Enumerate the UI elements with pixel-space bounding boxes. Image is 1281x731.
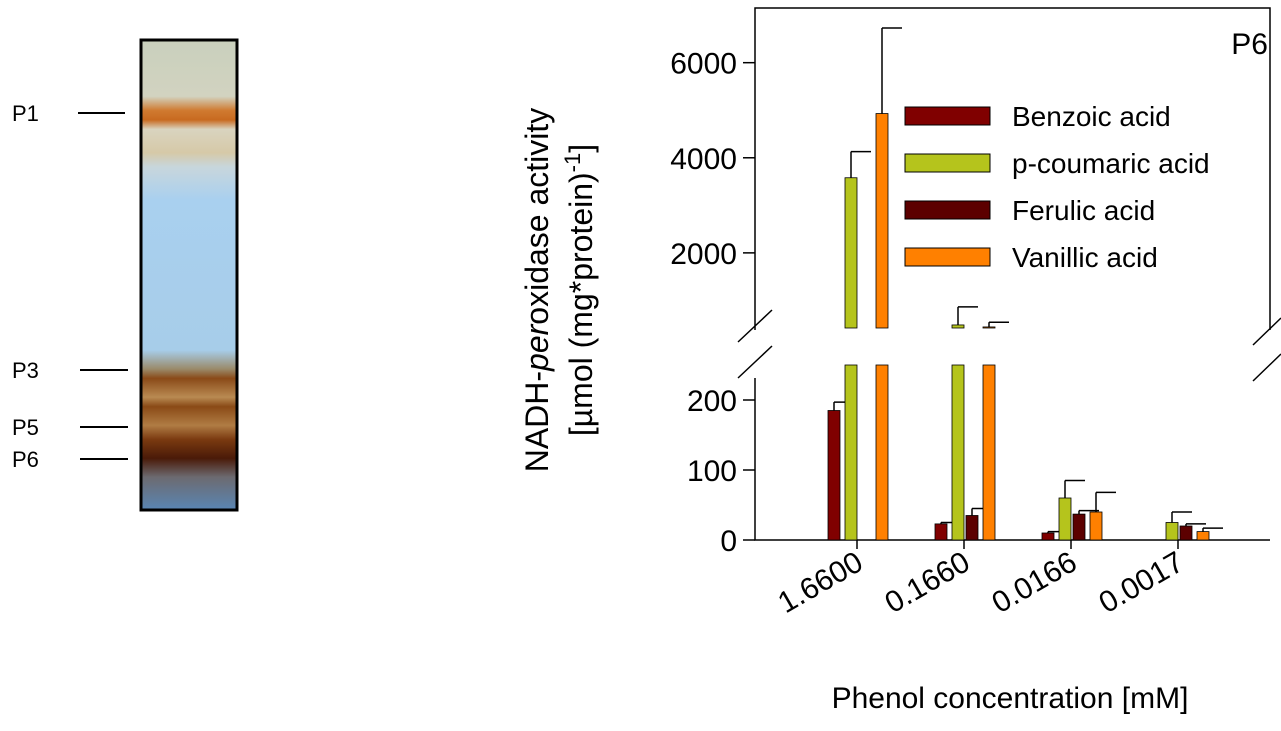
legend-swatch: [904, 106, 991, 126]
bar: [844, 177, 858, 329]
y-tick-label: 6000: [670, 48, 737, 81]
y-axis-title-part: -1: [560, 153, 585, 173]
bar: [875, 364, 889, 541]
x-tick-label: 0.0017: [1094, 545, 1190, 619]
bar: [1072, 513, 1086, 541]
axis-frame: [754, 7, 1271, 330]
y-tick-label: 0: [720, 525, 737, 558]
legend-swatch: [904, 200, 991, 220]
y-axis-title-part: ]: [563, 144, 599, 153]
gel-label: P1: [12, 101, 39, 126]
bar: [982, 326, 996, 329]
axis-break: [737, 345, 773, 379]
gel-label: P3: [12, 358, 39, 383]
bar: [1179, 525, 1193, 541]
y-axis-title-part: [µmol (mg*protein): [563, 172, 599, 436]
legend-label: p-coumaric acid: [1012, 148, 1210, 179]
y-tick-label: 2000: [670, 238, 737, 271]
bar: [875, 113, 889, 329]
gel-label: P5: [12, 415, 39, 440]
bar: [1165, 522, 1179, 541]
bar: [1041, 532, 1055, 541]
y-tick-label: 100: [687, 455, 737, 488]
y-tick-label: 4000: [670, 143, 737, 176]
y-axis-title-part: per: [519, 323, 555, 372]
y-axis-title: NADH-peroxidase activity: [519, 108, 555, 473]
x-tick-label: 1.6600: [773, 545, 869, 619]
bar: [1089, 511, 1103, 541]
bar: [934, 523, 948, 541]
bar: [1058, 497, 1072, 541]
gel-label: P6: [12, 447, 39, 472]
gel-image: [139, 38, 239, 512]
y-axis-title-part: NADH-: [519, 371, 555, 472]
bar: [965, 515, 979, 541]
y-axis-title-part: oxidase activity: [519, 108, 555, 325]
legend-label: Vanillic acid: [1012, 242, 1158, 273]
legend-swatch: [904, 247, 991, 267]
bar: [844, 364, 858, 541]
legend-swatch: [904, 153, 991, 173]
x-axis-title: Phenol concentration [mM]: [832, 682, 1189, 715]
legend-label: Ferulic acid: [1012, 195, 1155, 226]
bar: [982, 364, 996, 541]
y-tick-label: 200: [687, 385, 737, 418]
bar: [951, 324, 965, 329]
axis-break: [1252, 353, 1281, 382]
y-axis-title: [µmol (mg*protein)-1]: [560, 144, 599, 436]
panel-label: P6: [1231, 28, 1268, 61]
axis-break: [1252, 317, 1281, 346]
x-tick-label: 0.1660: [880, 545, 976, 619]
bar: [1196, 531, 1210, 541]
legend-label: Benzoic acid: [1012, 101, 1171, 132]
x-tick-label: 0.0166: [987, 545, 1083, 619]
axis-break: [737, 309, 773, 343]
bar: [827, 410, 841, 541]
bar: [951, 364, 965, 541]
